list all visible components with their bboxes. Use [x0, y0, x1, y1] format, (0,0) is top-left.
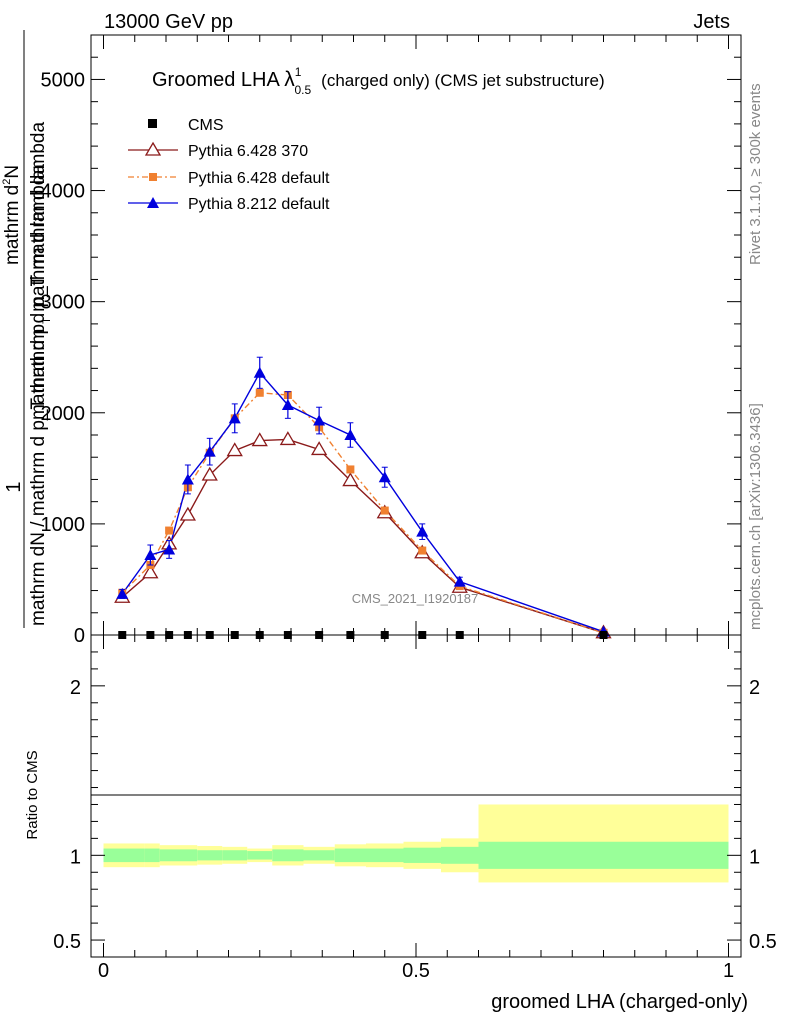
ratio-y-tick-label-right: 0.5 [749, 931, 777, 953]
legend-marker-py6-370 [144, 141, 162, 156]
ratio-ytick-labels: 0.5 0.5 1 1 2 2 [53, 677, 777, 953]
ylabel-main: mathrm dN / mathrm d p_T mathrm d p_T ma… [28, 122, 49, 626]
ratio-band-inner [159, 849, 179, 862]
legend-label-cms: CMS [188, 117, 224, 134]
ylabel-top: 1 [3, 481, 25, 492]
x-tick-label: 0.5 [402, 960, 430, 982]
legend-label-py8: Pythia 8.212 default [188, 196, 330, 213]
marker-filled-triangle [453, 575, 466, 587]
marker-square [165, 526, 174, 535]
ratio-band-inner [197, 850, 223, 861]
marker-filled-triangle [144, 549, 157, 560]
marker-filled-triangle [181, 473, 194, 485]
ratio-band-inner [247, 851, 273, 860]
ratio-frame [90, 634, 742, 958]
y-tick-label: 5000 [41, 69, 86, 91]
ratio-plot: 0.5 0.51 12 2 0 0.5 1 Ratio to CMS [24, 634, 777, 982]
legend-entry-py6-default: Pythia 6.428 default [128, 170, 330, 187]
marker-filled-triangle [378, 471, 391, 483]
marker-filled-triangle [416, 525, 429, 537]
ratio-band-inner [478, 841, 729, 869]
ratio-ticks [91, 635, 741, 957]
legend-marker-py6-default [149, 173, 157, 181]
marker-filled-triangle [203, 445, 216, 457]
ylabel-frac-den: mathrm d pT mathrm d lambda [28, 164, 53, 420]
legend-marker-cms [148, 119, 157, 128]
ratio-y-tick-label: 2 [70, 677, 81, 699]
main-plot: 0 1000 2000 3000 4000 5000 CMS_2021_I1920187 [41, 34, 742, 647]
y-tick-label: 2000 [41, 403, 86, 425]
series-line-2 [121, 392, 604, 634]
x-axis-label: groomed LHA (charged-only) [491, 991, 748, 1013]
marker-filled-triangle [253, 366, 266, 378]
ratio-band-inner [178, 849, 198, 862]
legend-entry-py6-370: Pythia 6.428 370 [128, 141, 308, 160]
marker-open-triangle [226, 442, 243, 457]
title-suffix: (charged only) (CMS jet substructure) [321, 71, 604, 90]
legend-marker-py8 [147, 197, 159, 208]
ratio-band-inner [366, 848, 404, 863]
marker-open-triangle [251, 432, 268, 447]
ratio-bands [103, 804, 729, 883]
marker-square [255, 388, 264, 397]
y-axis-label: 1 mathrm dN / mathrm d p_T mathrm d p_T … [1, 30, 53, 628]
legend-label-py6-default: Pythia 6.428 default [188, 170, 330, 187]
ylabel-frac-num: mathrm d2N [1, 165, 23, 265]
ratio-band-inner [103, 848, 145, 863]
marker-open-triangle [310, 441, 328, 456]
watermark: CMS_2021_I1920187 [352, 591, 479, 606]
ratio-y-tick-label-right: 2 [749, 677, 760, 699]
legend: CMS Pythia 6.428 370 Pythia 6.428 defaul… [128, 117, 330, 213]
title-sub: 0.5 [294, 83, 311, 97]
x-tick-label: 0 [98, 960, 109, 982]
marker-filled-triangle [116, 587, 129, 599]
ratio-band-inner [441, 846, 479, 864]
rivet-label: Rivet 3.1.10, ≥ 300k events [747, 83, 764, 265]
ratio-y-tick-label: 1 [70, 846, 81, 868]
marker-open-triangle [342, 472, 359, 487]
y-tick-label: 0 [74, 625, 85, 647]
marker-open-triangle [142, 564, 159, 579]
series-lines [121, 371, 604, 634]
marker-filled-triangle [313, 414, 326, 426]
title-sup: 1 [295, 65, 302, 79]
marker-filled-triangle [228, 412, 241, 424]
marker-open-triangle [201, 466, 218, 481]
ratio-y-tick-label: 0.5 [53, 931, 81, 953]
marker-open-triangle [179, 506, 197, 521]
marker-square [418, 546, 427, 555]
legend-label-py6-370: Pythia 6.428 370 [188, 143, 308, 160]
title-prefix: Groomed LHA [152, 69, 284, 91]
ratio-y-tick-label-right: 1 [749, 846, 760, 868]
legend-entry-py8: Pythia 8.212 default [128, 196, 330, 213]
x-tick-labels: 0 0.5 1 [98, 960, 734, 982]
y-tick-label: 4000 [41, 181, 86, 203]
ratio-band-inner [403, 847, 441, 863]
header-energy: 13000 GeV pp [104, 11, 233, 33]
marker-filled-triangle [344, 429, 357, 440]
ratio-band-inner [222, 850, 248, 861]
header-jets: Jets [693, 11, 730, 33]
chart-title: Groomed LHA λ1 0.5 (charged only) (CMS jet… [152, 65, 605, 97]
marker-open-triangle [279, 431, 297, 446]
main-ticks [91, 34, 741, 636]
marker-filled-triangle [281, 399, 294, 410]
main-ytick-labels: 0 1000 2000 3000 4000 5000 [41, 69, 86, 647]
marker-square [380, 506, 389, 515]
x-tick-label: 1 [723, 960, 734, 982]
series-line-3 [121, 371, 604, 633]
legend-entry-cms: CMS [148, 117, 224, 134]
title-symbol: λ [284, 68, 295, 91]
y-tick-label: 3000 [41, 292, 86, 314]
marker-square [346, 465, 355, 474]
ratio-ylabel: Ratio to CMS [24, 750, 41, 839]
ratio-band-inner [272, 849, 304, 862]
ratio-band-inner [303, 850, 335, 861]
marker-filled-triangle [163, 543, 176, 555]
mcplots-label: mcplots.cern.ch [arXiv:1306.3436] [747, 403, 764, 630]
y-tick-label: 1000 [41, 514, 86, 536]
ratio-band-inner [144, 848, 160, 863]
ratio-band-inner [334, 848, 366, 863]
